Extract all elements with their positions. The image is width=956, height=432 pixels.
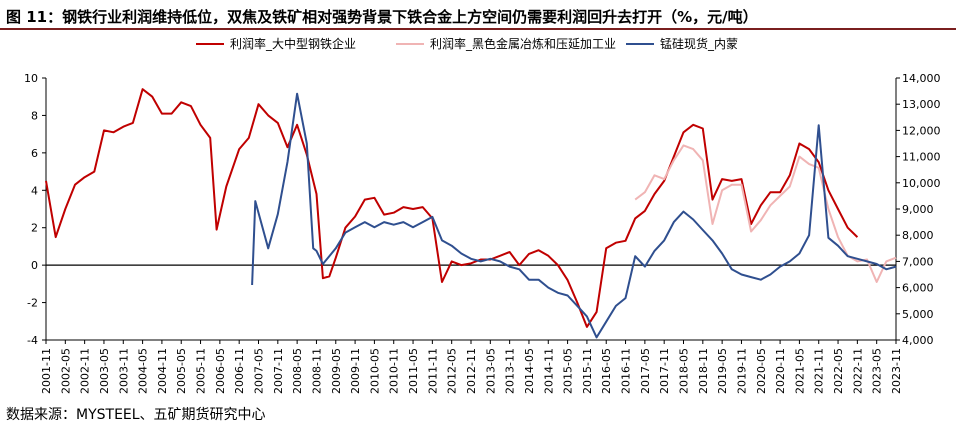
x-tick-label: 2002-11 [79, 348, 92, 394]
right-tick-label: 9,000 [902, 203, 934, 216]
x-tick-label: 2011-11 [426, 348, 439, 394]
right-tick-label: 7,000 [902, 255, 934, 268]
right-tick-label: 14,000 [902, 72, 941, 85]
right-tick-label: 11,000 [902, 151, 941, 164]
x-tick-label: 2013-11 [504, 348, 517, 394]
legend-label-3: 锰硅现货_内蒙 [660, 36, 738, 51]
legend-label-1: 利润率_大中型钢铁企业 [230, 36, 356, 51]
left-tick-label: 0 [31, 259, 38, 272]
x-tick-label: 2003-11 [117, 348, 130, 394]
x-tick-label: 2016-11 [620, 348, 633, 394]
left-tick-label: 6 [31, 147, 38, 160]
x-tick-label: 2020-11 [774, 348, 787, 394]
title-divider [0, 28, 956, 30]
x-tick-label: 2006-05 [214, 348, 227, 394]
x-tick-label: 2008-05 [291, 348, 304, 394]
x-tick-label: 2013-05 [484, 348, 497, 394]
x-tick-label: 2021-05 [793, 348, 806, 394]
right-tick-label: 13,000 [902, 98, 941, 111]
x-tick-label: 2007-05 [253, 348, 266, 394]
x-tick-label: 2015-05 [562, 348, 575, 394]
series-line-2 [634, 144, 897, 283]
right-tick-label: 5,000 [902, 308, 934, 321]
left-tick-label: -2 [27, 297, 38, 310]
left-tick-label: 8 [31, 109, 38, 122]
x-tick-label: 2014-11 [542, 348, 555, 394]
x-tick-label: 2022-05 [832, 348, 845, 394]
x-tick-label: 2009-11 [349, 348, 362, 394]
x-tick-label: 2006-11 [233, 348, 246, 394]
legend: 利润率_大中型钢铁企业 利润率_黑色金属冶炼和压延加工业 锰硅现货_内蒙 [196, 36, 738, 51]
left-tick-label: 4 [31, 184, 38, 197]
x-tick-label: 2014-05 [523, 348, 536, 394]
x-tick-label: 2017-05 [639, 348, 652, 394]
x-tick-label: 2007-11 [272, 348, 285, 394]
x-tick-label: 2002-05 [59, 348, 72, 394]
x-tick-label: 2004-11 [156, 348, 169, 394]
legend-label-2: 利润率_黑色金属冶炼和压延加工业 [430, 36, 616, 51]
x-tick-label: 2012-11 [465, 348, 478, 394]
axes: -4 -2 0 2 4 6 8 10 4,000 5,000 6,000 7,000 8,000 9,00… [24, 72, 941, 394]
chart-title: 图 11：钢铁行业利润维持低位，双焦及铁矿相对强势背景下铁合金上方空间仍需要利润… [6, 8, 758, 26]
x-tick-label: 2020-05 [755, 348, 768, 394]
x-tick-label: 2023-05 [871, 348, 884, 394]
x-tick-label: 2005-05 [175, 348, 188, 394]
x-tick-label: 2008-11 [310, 348, 323, 394]
x-tick-label: 2005-11 [195, 348, 208, 394]
x-tick-label: 2011-05 [407, 348, 420, 394]
data-source: 数据来源：MYSTEEL、五矿期货研究中心 [6, 407, 266, 423]
right-tick-label: 12,000 [902, 124, 941, 137]
x-tick-label: 2012-05 [446, 348, 459, 394]
x-tick-label: 2010-11 [388, 348, 401, 394]
right-tick-label: 4,000 [902, 334, 934, 347]
right-tick-label: 10,000 [902, 177, 941, 190]
left-tick-label: -4 [27, 334, 38, 347]
left-tick-label: 10 [24, 72, 38, 85]
x-tick-label: 2004-05 [137, 348, 150, 394]
x-tick-label: 2001-11 [40, 348, 53, 394]
x-tick-label: 2003-05 [98, 348, 111, 394]
x-tick-label: 2018-05 [678, 348, 691, 394]
x-tick-label: 2022-11 [851, 348, 864, 394]
series-line-3 [251, 92, 897, 339]
plot-area [45, 88, 897, 339]
x-tick-label: 2023-11 [890, 348, 903, 394]
title-bar: 图 11：钢铁行业利润维持低位，双焦及铁矿相对强势背景下铁合金上方空间仍需要利润… [0, 0, 956, 30]
x-tick-label: 2018-11 [697, 348, 710, 394]
x-tick-label: 2021-11 [813, 348, 826, 394]
x-tick-label: 2017-11 [658, 348, 671, 394]
x-tick-label: 2015-11 [581, 348, 594, 394]
x-tick-label: 2009-05 [330, 348, 343, 394]
x-tick-label: 2019-11 [735, 348, 748, 394]
x-tick-label: 2019-05 [716, 348, 729, 394]
left-tick-label: 2 [31, 222, 38, 235]
right-tick-label: 6,000 [902, 282, 934, 295]
x-tick-label: 2010-05 [368, 348, 381, 394]
chart: 利润率_大中型钢铁企业 利润率_黑色金属冶炼和压延加工业 锰硅现货_内蒙 -4 -2 0… [24, 36, 941, 394]
x-tick-label: 2016-05 [600, 348, 613, 394]
right-tick-label: 8,000 [902, 229, 934, 242]
series-line-1 [45, 88, 859, 328]
